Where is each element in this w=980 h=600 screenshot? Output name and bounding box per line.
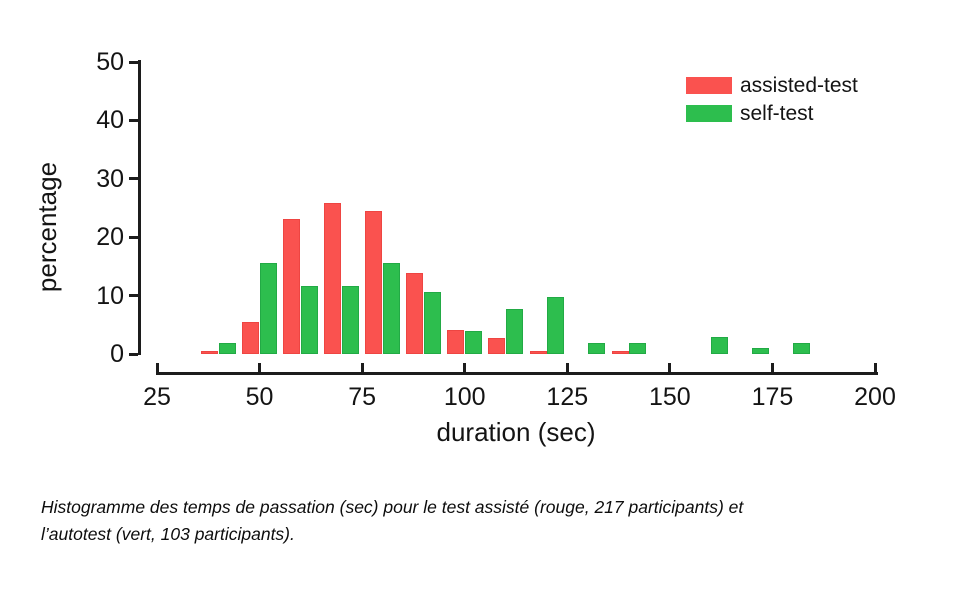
bar-assisted-test-97.5: [447, 329, 465, 354]
y-tick-20: [129, 235, 138, 239]
bar-self-test-102.5: [464, 331, 482, 354]
y-tick-10: [129, 294, 138, 298]
bar-self-test-42.5: [218, 342, 236, 354]
x-tick-75: [360, 363, 364, 375]
x-tick-label-150: 150: [648, 383, 691, 411]
x-tick-125: [565, 363, 569, 375]
legend: assisted-test self-test: [686, 75, 858, 131]
x-tick-label-200: 200: [854, 383, 896, 411]
bar-assisted-test-67.5: [324, 203, 342, 354]
bar-assisted-test-47.5: [242, 321, 260, 354]
bar-assisted-test-107.5: [488, 337, 506, 354]
legend-entry-assisted-test: assisted-test: [686, 75, 858, 96]
bar-self-test-132.5: [588, 342, 606, 354]
legend-label-assisted-test: assisted-test: [740, 74, 858, 97]
x-tick-150: [668, 363, 672, 375]
bar-self-test-172.5: [752, 348, 770, 354]
x-tick-label-50: 50: [245, 383, 274, 411]
bar-assisted-test-77.5: [365, 211, 383, 354]
self-test-color-swatch: [686, 105, 732, 122]
bar-self-test-112.5: [506, 308, 523, 354]
bar-self-test-52.5: [259, 263, 277, 354]
figure-caption-line-1: Histogramme des temps de passation (sec)…: [41, 497, 744, 517]
x-axis-title: duration (sec): [436, 417, 596, 447]
figure-caption-line-2: l’autotest (vert, 103 participants).: [41, 524, 295, 544]
y-tick-label-30: 30: [96, 164, 124, 193]
y-axis-title: percentage: [32, 161, 62, 293]
bar-self-test-142.5: [629, 342, 647, 354]
y-tick-label-40: 40: [96, 106, 124, 135]
y-tick-label-50: 50: [96, 48, 124, 76]
y-tick-30: [129, 177, 138, 181]
bar-assisted-test-137.5: [611, 351, 629, 354]
bar-assisted-test-87.5: [406, 273, 424, 354]
y-tick-label-10: 10: [96, 281, 124, 310]
x-tick-50: [258, 363, 262, 375]
bar-self-test-82.5: [382, 263, 400, 354]
y-tick-50: [129, 60, 138, 64]
legend-entry-self-test: self-test: [686, 103, 858, 124]
bar-self-test-122.5: [547, 297, 565, 354]
bar-self-test-72.5: [341, 285, 359, 354]
figure-caption: Histogramme des temps de passation (sec)…: [41, 494, 841, 548]
y-tick-40: [129, 118, 138, 122]
x-tick-label-175: 175: [751, 383, 794, 411]
y-tick-0: [129, 352, 138, 356]
legend-label-self-test: self-test: [740, 102, 814, 125]
bar-self-test-162.5: [711, 337, 729, 354]
x-axis-line: [156, 372, 878, 375]
x-tick-100: [463, 363, 467, 375]
x-tick-label-125: 125: [546, 383, 589, 411]
x-tick-label-25: 25: [143, 383, 171, 411]
x-tick-25: [155, 363, 159, 375]
bar-self-test-182.5: [793, 342, 811, 354]
bar-self-test-62.5: [300, 285, 318, 354]
bar-assisted-test-37.5: [201, 351, 219, 354]
histogram-chart: 0 10 20 30 40 50 25 50 75 100 125 150 175 200 percen…: [32, 48, 896, 447]
bar-assisted-test-117.5: [529, 351, 547, 354]
x-tick-label-100: 100: [443, 383, 486, 411]
bar-self-test-92.5: [423, 291, 441, 354]
x-tick-175: [770, 363, 774, 375]
assisted-test-color-swatch: [686, 77, 732, 94]
y-tick-label-20: 20: [96, 223, 124, 252]
y-tick-label-0: 0: [110, 340, 124, 368]
bar-assisted-test-57.5: [283, 219, 301, 354]
x-tick-200: [873, 363, 877, 375]
y-axis-line: [138, 60, 141, 355]
x-tick-label-75: 75: [348, 383, 377, 411]
